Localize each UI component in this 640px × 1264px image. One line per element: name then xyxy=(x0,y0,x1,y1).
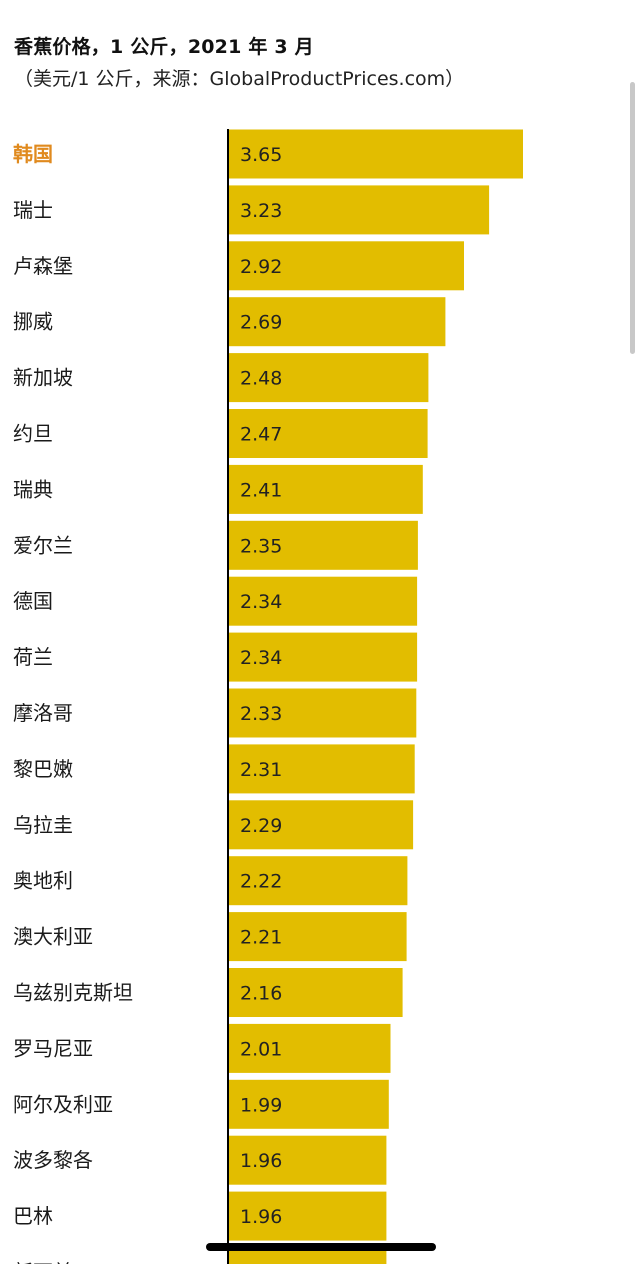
bar xyxy=(228,1135,387,1185)
bar xyxy=(228,185,490,235)
value-label: 3.23 xyxy=(240,200,282,222)
category-label: 瑞士 xyxy=(13,198,53,222)
chart-title: 香蕉价格，1 公斤，2021 年 3 月 xyxy=(14,36,314,58)
bar xyxy=(228,409,428,458)
bar xyxy=(228,241,464,291)
value-label: 2.48 xyxy=(240,368,282,390)
category-label: 德国 xyxy=(13,589,53,613)
value-label: 3.65 xyxy=(240,144,282,166)
value-label: 2.22 xyxy=(240,871,282,893)
category-label: 乌兹别克斯坦 xyxy=(13,981,133,1005)
category-label: 阿尔及利亚 xyxy=(13,1092,113,1116)
category-label: 罗马尼亚 xyxy=(13,1036,93,1060)
category-label: 波多黎各 xyxy=(13,1148,93,1172)
category-label: 挪威 xyxy=(13,310,53,334)
value-label: 2.29 xyxy=(240,815,282,837)
bar xyxy=(228,353,429,403)
bar xyxy=(228,1247,387,1264)
bar xyxy=(228,464,423,514)
category-label: 新加坡 xyxy=(13,366,73,390)
bar xyxy=(228,632,418,682)
bar xyxy=(228,576,418,626)
value-label: 2.01 xyxy=(240,1038,282,1060)
bar xyxy=(228,129,523,179)
category-label: 瑞典 xyxy=(13,477,53,501)
category-label: 澳大利亚 xyxy=(13,925,93,949)
value-label: 2.34 xyxy=(240,647,282,669)
bar xyxy=(228,1191,387,1241)
value-label: 1.99 xyxy=(240,1094,282,1116)
value-label: 2.33 xyxy=(240,703,282,725)
bar xyxy=(228,1079,389,1129)
category-label: 韩国 xyxy=(13,142,53,166)
value-label: 2.92 xyxy=(240,256,282,278)
value-label: 2.21 xyxy=(240,927,282,949)
category-label: 荷兰 xyxy=(13,645,53,669)
category-label: 摩洛哥 xyxy=(13,701,73,725)
category-label: 爱尔兰 xyxy=(13,533,73,557)
value-label: 2.16 xyxy=(240,983,282,1005)
value-label: 2.34 xyxy=(240,591,282,613)
chart-subtitle: （美元/1 公斤，来源：GlobalProductPrices.com） xyxy=(14,68,465,90)
bar xyxy=(228,520,418,570)
value-label: 2.41 xyxy=(240,479,282,501)
scrollbar[interactable] xyxy=(630,82,635,354)
category-label: 卢森堡 xyxy=(13,254,73,278)
value-label: 2.31 xyxy=(240,759,282,781)
category-label: 黎巴嫩 xyxy=(13,757,73,781)
bar xyxy=(228,968,403,1017)
bar xyxy=(228,1023,391,1073)
category-label: 奥地利 xyxy=(13,869,73,893)
value-label: 1.96 xyxy=(240,1206,282,1228)
bar xyxy=(228,744,415,794)
bar xyxy=(228,297,446,347)
category-label: 乌拉圭 xyxy=(13,813,73,837)
category-label: 约旦 xyxy=(13,422,53,446)
value-label: 2.69 xyxy=(240,312,282,334)
home-indicator[interactable] xyxy=(206,1243,436,1251)
value-label: 1.96 xyxy=(240,1150,282,1172)
bar xyxy=(228,800,414,850)
bar xyxy=(228,912,407,962)
category-label: 新西兰 xyxy=(13,1260,73,1264)
bar xyxy=(228,856,408,906)
bar xyxy=(228,688,417,738)
category-label: 巴林 xyxy=(13,1204,53,1228)
value-label: 2.35 xyxy=(240,535,282,557)
value-label: 2.47 xyxy=(240,424,282,446)
